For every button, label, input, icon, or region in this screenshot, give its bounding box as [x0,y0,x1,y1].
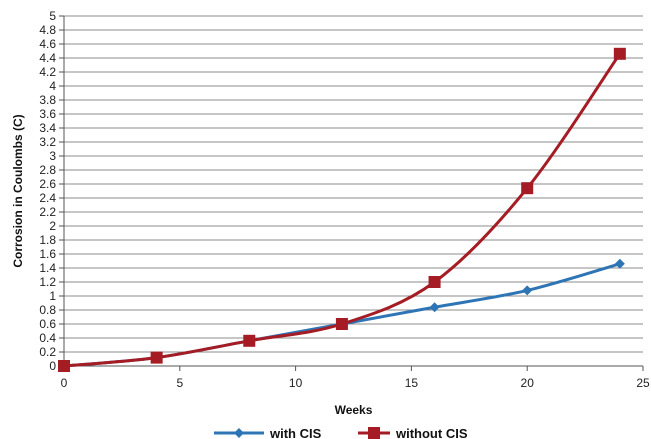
y-tick-label: 1.6 [39,247,56,261]
y-tick-label: 3.6 [39,107,56,121]
series-line-with-cis [63,262,621,368]
x-tick-label: 20 [521,376,535,390]
x-axis-title: Weeks [335,403,373,417]
legend: with CIS without CIS [214,426,468,439]
data-point-with-cis [429,302,440,313]
legend-label-without-cis: without CIS [395,426,468,439]
legend-item-without-cis: without CIS [358,426,468,439]
y-tick-label: 4 [49,79,56,93]
y-tick-label: 1.2 [39,275,56,289]
y-tick-label: 0.4 [39,331,56,345]
y-tick-label: 3.4 [39,121,56,135]
y-tick-label: 0.2 [39,345,56,359]
legend-marker-with-cis [234,428,244,438]
x-axis-ticks: 0 5 10 15 20 25 [61,366,650,390]
series-with-cis [59,258,625,371]
y-tick-label: 3 [49,149,56,163]
data-point-with-cis [522,285,533,296]
y-tick-label: 4.8 [39,23,56,37]
y-tick-label: 1 [49,289,56,303]
y-tick-label: 3.8 [39,93,56,107]
y-tick-label: 1.4 [39,261,56,275]
legend-item-with-cis: with CIS [214,426,322,439]
y-axis-title: Corrosion in Coulombs (C) [11,114,25,267]
series-layer [58,47,626,372]
y-tick-label: 2.8 [39,163,56,177]
data-point-without-cis [150,351,163,364]
data-point-without-cis [521,182,534,195]
y-tick-label: 2.2 [39,205,56,219]
y-tick-label: 0 [49,359,56,373]
axes [63,16,643,367]
y-tick-label: 0.6 [39,317,56,331]
y-tick-label: 4.2 [39,65,56,79]
y-axis-ticks: 00.20.40.60.811.21.41.61.822.22.42.62.83… [39,9,64,373]
x-tick-label: 10 [289,376,303,390]
y-tick-label: 2.6 [39,177,56,191]
x-tick-label: 0 [61,376,68,390]
x-tick-label: 15 [405,376,419,390]
data-point-without-cis [58,360,70,372]
x-tick-label: 25 [636,376,650,390]
x-tick-label: 5 [176,376,183,390]
grid-lines [64,15,643,353]
y-tick-label: 2 [49,219,56,233]
data-point-without-cis [428,276,441,288]
y-tick-label: 3.2 [39,135,56,149]
y-tick-label: 5 [49,9,56,23]
data-point-with-cis [614,258,625,269]
y-tick-label: 4.6 [39,37,56,51]
legend-label-with-cis: with CIS [269,426,322,439]
series-without-cis [58,47,626,372]
data-point-without-cis [613,47,626,60]
y-tick-label: 1.8 [39,233,56,247]
data-point-without-cis [243,334,256,347]
y-tick-label: 0.8 [39,303,56,317]
y-tick-label: 4.4 [39,51,56,65]
y-tick-label: 2.4 [39,191,56,205]
data-point-without-cis [335,318,348,330]
legend-marker-without-cis [368,427,380,439]
